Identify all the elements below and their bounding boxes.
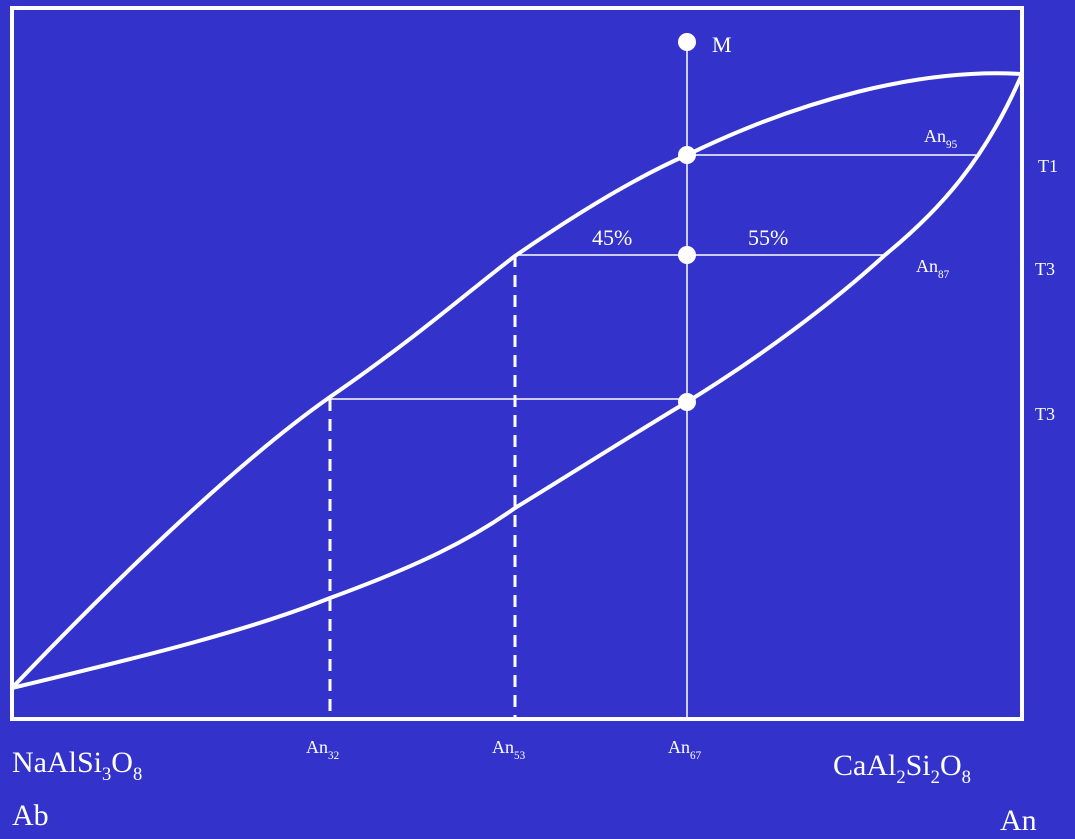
- liquidus-curve: [10, 71, 1023, 690]
- left-endmember-name: Ab: [12, 799, 49, 832]
- axis-tick-an67: An67: [668, 737, 702, 762]
- axis-tick-an32: An32: [306, 737, 339, 762]
- label-an87: An87: [916, 256, 950, 281]
- point-t1-liquid: [678, 146, 696, 164]
- point-m-label: M: [712, 32, 732, 57]
- solidus-curve: [11, 73, 1024, 690]
- axis-tick-an53: An53: [492, 737, 526, 762]
- left-endmember-formula: NaAlSi3O8: [12, 746, 142, 785]
- temp-label-t3-lower: T3: [1035, 404, 1055, 424]
- point-m: [678, 33, 696, 51]
- temp-label-t3-upper: T3: [1035, 259, 1055, 279]
- diagram-frame: [10, 6, 1024, 721]
- label-an95: An95: [924, 126, 958, 151]
- point-t3-solidus: [678, 393, 696, 411]
- point-t3-center: [678, 246, 696, 264]
- temp-label-t1: T1: [1038, 156, 1058, 176]
- lever-percent-left: 45%: [592, 225, 632, 250]
- right-endmember-formula: CaAl2Si2O8: [833, 749, 971, 788]
- lever-percent-right: 55%: [748, 225, 788, 250]
- right-endmember-name: An: [1000, 804, 1037, 837]
